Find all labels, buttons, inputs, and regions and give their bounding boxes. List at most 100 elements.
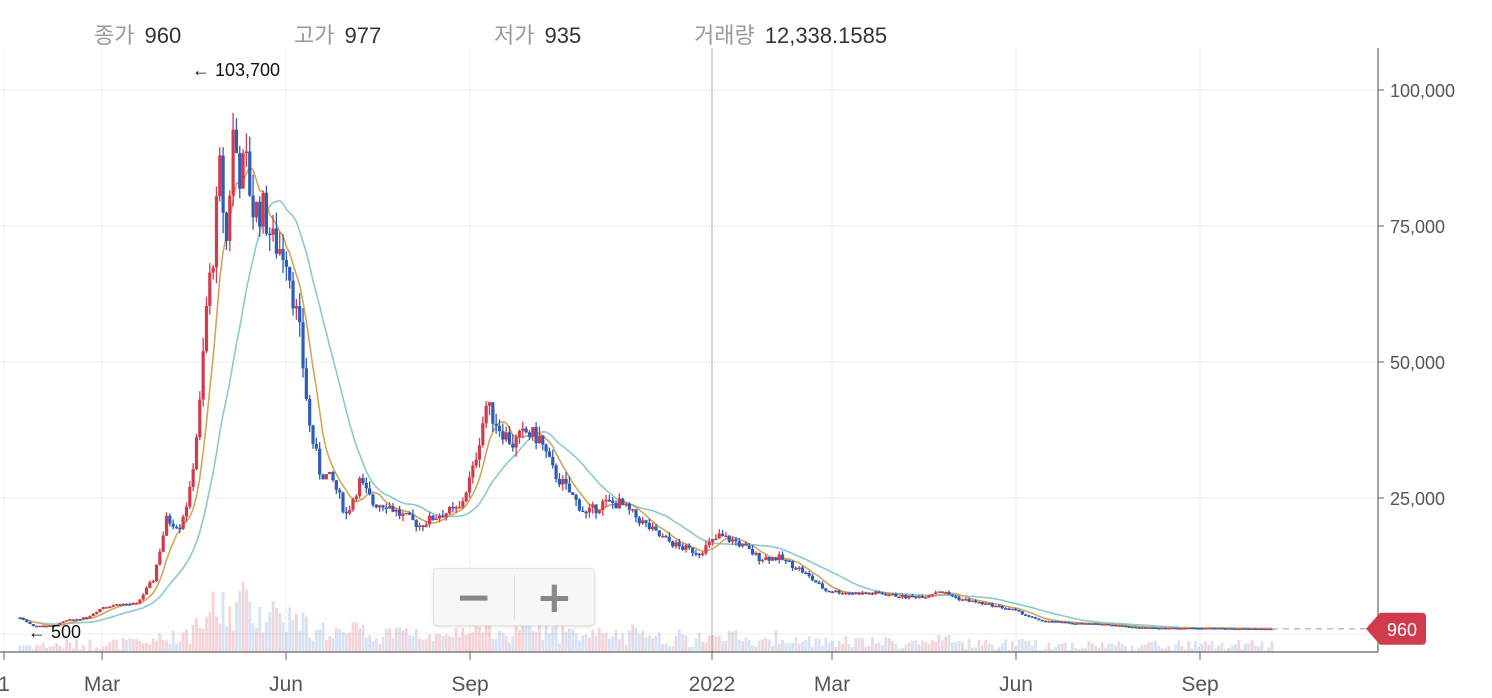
candle-body [641, 520, 645, 524]
volume-bar [1020, 638, 1024, 652]
volume-bar [1260, 641, 1264, 652]
volume-bar [368, 635, 372, 652]
candle-body [1217, 627, 1221, 630]
candle-body [328, 472, 332, 475]
candle-body [581, 510, 585, 513]
volume-bar [304, 616, 308, 652]
volume-bar [75, 639, 79, 652]
volume-bar [734, 629, 738, 652]
candle-body [860, 592, 865, 595]
candle-body [1210, 627, 1214, 630]
volume-bar [388, 628, 392, 652]
candle-body [218, 155, 222, 197]
candle-body [770, 557, 775, 561]
candle-body [807, 573, 811, 576]
volume-bar [851, 647, 854, 652]
volume-bar [1017, 639, 1021, 652]
candle-body [404, 512, 408, 515]
volume-bar [741, 641, 744, 652]
volume-bar [1067, 650, 1071, 652]
candle-body [81, 617, 85, 620]
volume-bar [894, 643, 898, 652]
volume-bar [1110, 643, 1114, 652]
candle-body [61, 621, 65, 623]
volume-label: 거래량 [694, 23, 755, 48]
volume-bar [717, 635, 721, 652]
candle-body [1263, 628, 1267, 631]
candle-body [671, 541, 675, 547]
volume-bar [341, 631, 345, 652]
volume-bar [927, 643, 931, 652]
volume-bar [1233, 644, 1237, 652]
candle-body [1133, 626, 1138, 629]
volume-bar [294, 613, 298, 652]
candle-body [254, 201, 259, 218]
candle-body [1127, 626, 1131, 628]
candle-body [1233, 628, 1237, 630]
candle-body [647, 522, 651, 530]
candle-body [314, 443, 318, 449]
volume-bar [358, 628, 362, 652]
candle-body [88, 616, 92, 619]
volume-bar [538, 621, 541, 652]
candle-body [1170, 627, 1174, 630]
volume-bar [508, 642, 511, 652]
candles [18, 112, 1274, 631]
volume-bar [58, 645, 62, 652]
candle-body [524, 428, 528, 433]
candle-body [25, 619, 29, 622]
annotations: ← 103,700 ← 500 960 [28, 60, 1426, 645]
candle-body [870, 593, 875, 595]
candle-body [517, 430, 522, 437]
volume-bar [701, 641, 705, 652]
volume-bar [258, 606, 262, 652]
volume-bar [481, 632, 485, 652]
x-tick-label: Jun [269, 673, 303, 696]
candle-body [228, 195, 232, 241]
volume-bar [980, 644, 984, 652]
volume-bar [1160, 648, 1164, 652]
volume-bar [651, 638, 655, 652]
volume-bar [115, 640, 118, 652]
volume-bar [627, 630, 631, 652]
volume-bar [587, 637, 591, 652]
candle-body [1014, 608, 1018, 611]
x-tick-label: 1 [0, 673, 10, 696]
low-label: 저가 [494, 23, 535, 48]
volume-bar [458, 637, 461, 652]
candle-body [248, 151, 252, 196]
candle-body [521, 428, 525, 431]
candle-body [1240, 628, 1244, 630]
volume-bar [647, 635, 651, 652]
candle-body [954, 596, 958, 598]
volume-bar [1170, 650, 1174, 652]
volume-bar [401, 630, 405, 652]
candle-body [394, 509, 398, 512]
candle-body [591, 504, 595, 508]
volume-bar [468, 633, 471, 652]
volume-bar [801, 641, 804, 652]
candle-body [720, 533, 725, 536]
volume-bar [947, 634, 951, 652]
volume-bar [694, 638, 698, 652]
volume-bar [1054, 647, 1057, 652]
candle-body [501, 431, 505, 440]
volume-bar [1070, 642, 1074, 652]
zoom-out-button[interactable]: − [455, 571, 493, 623]
volume-bar [444, 634, 448, 652]
close-item: 종가 960 [94, 18, 181, 50]
volume-bar [937, 635, 941, 652]
candle-body [421, 525, 425, 527]
candle-body [904, 595, 908, 599]
candle-body [617, 498, 621, 509]
zoom-in-button[interactable]: + [535, 571, 573, 623]
candle-body [957, 597, 961, 600]
candle-body [128, 604, 132, 606]
candle-body [874, 591, 878, 594]
candle-body [1103, 624, 1108, 626]
candle-body [134, 602, 139, 605]
volume-bar [518, 630, 521, 652]
volume-bar [634, 627, 638, 652]
volume-bar [105, 645, 108, 652]
